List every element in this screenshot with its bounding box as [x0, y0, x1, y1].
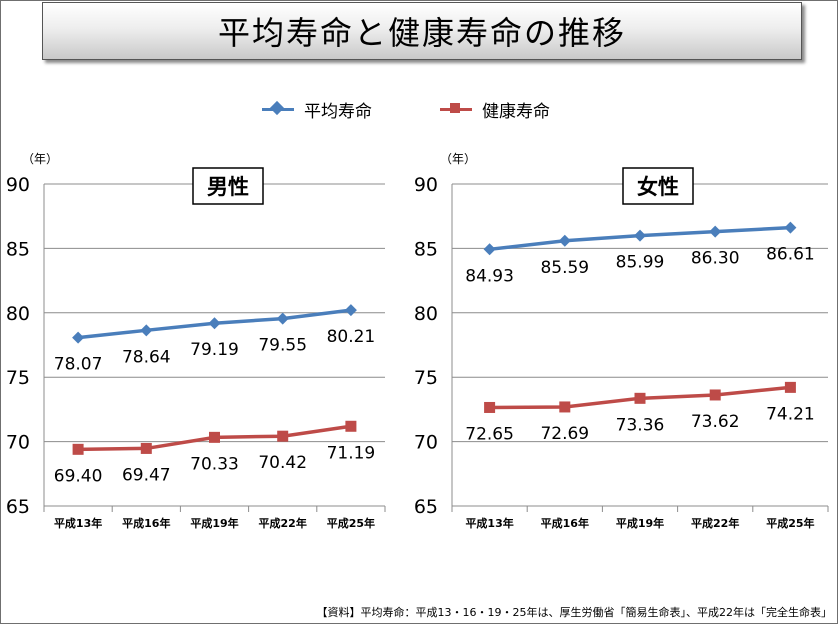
square-marker-icon — [450, 103, 460, 113]
data-point-diamond — [784, 221, 797, 234]
legend-line-avg-life — [262, 100, 294, 116]
x-tick-label: 平成25年 — [327, 516, 375, 530]
y-tick-label: 85 — [414, 238, 438, 260]
data-label: 86.30 — [691, 249, 740, 269]
data-label: 78.64 — [122, 347, 171, 367]
data-point-square — [634, 392, 646, 404]
data-label: 69.47 — [122, 465, 171, 485]
data-label: 86.61 — [766, 245, 815, 265]
data-point-square — [709, 389, 721, 401]
legend-item-avg-life: 平均寿命 — [262, 97, 372, 122]
y-tick-label: 65 — [6, 496, 30, 518]
data-point-square — [209, 431, 220, 443]
data-label: 85.99 — [616, 253, 665, 273]
data-point-diamond — [634, 229, 646, 242]
data-label: 74.21 — [766, 404, 815, 424]
panel-title-box — [192, 167, 264, 205]
data-label: 84.93 — [465, 266, 514, 286]
x-tick-label: 平成16年 — [122, 516, 170, 530]
data-point-diamond — [140, 324, 153, 337]
x-tick-label: 平成13年 — [465, 516, 513, 530]
data-label: 73.36 — [616, 415, 665, 435]
panel-title: 女性 — [637, 175, 679, 199]
data-label: 79.19 — [190, 340, 239, 360]
data-point-diamond — [208, 317, 221, 330]
data-point-diamond — [558, 234, 571, 247]
x-tick-label: 平成16年 — [541, 516, 589, 530]
x-tick-label: 平成22年 — [691, 516, 739, 530]
data-label: 79.55 — [258, 336, 307, 356]
y-unit-label: （年） — [22, 152, 58, 166]
data-point-diamond — [709, 225, 722, 238]
data-label: 78.07 — [54, 355, 103, 375]
source-note: 【資料】平均寿命：平成13・16・19・25年は、厚生労働省「簡易生命表」、平成… — [316, 606, 832, 619]
legend-label-avg-life: 平均寿命 — [304, 102, 372, 122]
data-label: 72.69 — [540, 424, 589, 444]
data-label: 85.59 — [540, 258, 589, 278]
data-point-diamond — [276, 312, 289, 325]
y-tick-label: 90 — [6, 174, 30, 196]
y-tick-label: 70 — [414, 432, 438, 454]
panel-title: 男性 — [207, 175, 249, 199]
y-tick-label: 90 — [414, 174, 438, 196]
y-tick-label: 70 — [6, 432, 30, 454]
data-point-square — [484, 401, 496, 413]
x-tick-label: 平成19年 — [190, 516, 238, 530]
legend: 平均寿命 健康寿命 — [0, 97, 838, 122]
y-tick-label: 75 — [6, 367, 30, 389]
data-point-diamond — [72, 331, 85, 344]
x-tick-label: 平成22年 — [259, 516, 307, 530]
panel-title-box — [622, 167, 694, 205]
x-tick-label: 平成19年 — [616, 516, 664, 530]
data-point-square — [140, 442, 152, 454]
y-unit-label: （年） — [440, 152, 476, 166]
y-tick-label: 85 — [6, 238, 30, 260]
data-point-square — [277, 430, 289, 442]
data-label: 80.21 — [327, 327, 376, 347]
data-point-square — [345, 420, 357, 432]
title-banner: 平均寿命と健康寿命の推移 — [42, 2, 802, 60]
y-tick-label: 65 — [414, 496, 438, 518]
x-tick-label: 平成13年 — [54, 516, 102, 530]
data-label: 70.33 — [190, 454, 239, 474]
x-tick-label: 平成25年 — [766, 516, 814, 530]
data-point-square — [784, 381, 796, 393]
y-tick-label: 80 — [6, 303, 30, 325]
data-label: 69.40 — [54, 466, 103, 486]
data-point-square — [72, 443, 84, 455]
data-point-square — [559, 401, 571, 413]
y-tick-label: 75 — [414, 367, 438, 389]
data-label: 71.19 — [327, 443, 376, 463]
data-point-diamond — [344, 304, 357, 317]
page-title: 平均寿命と健康寿命の推移 — [217, 14, 626, 52]
data-label: 70.42 — [258, 453, 307, 473]
data-label: 72.65 — [465, 424, 514, 444]
legend-line-healthy-life — [440, 103, 472, 113]
y-tick-label: 80 — [414, 303, 438, 325]
legend-label-healthy-life: 健康寿命 — [482, 102, 550, 122]
data-point-diamond — [483, 243, 496, 256]
data-label: 73.62 — [691, 412, 740, 432]
legend-item-healthy-life: 健康寿命 — [440, 97, 550, 122]
